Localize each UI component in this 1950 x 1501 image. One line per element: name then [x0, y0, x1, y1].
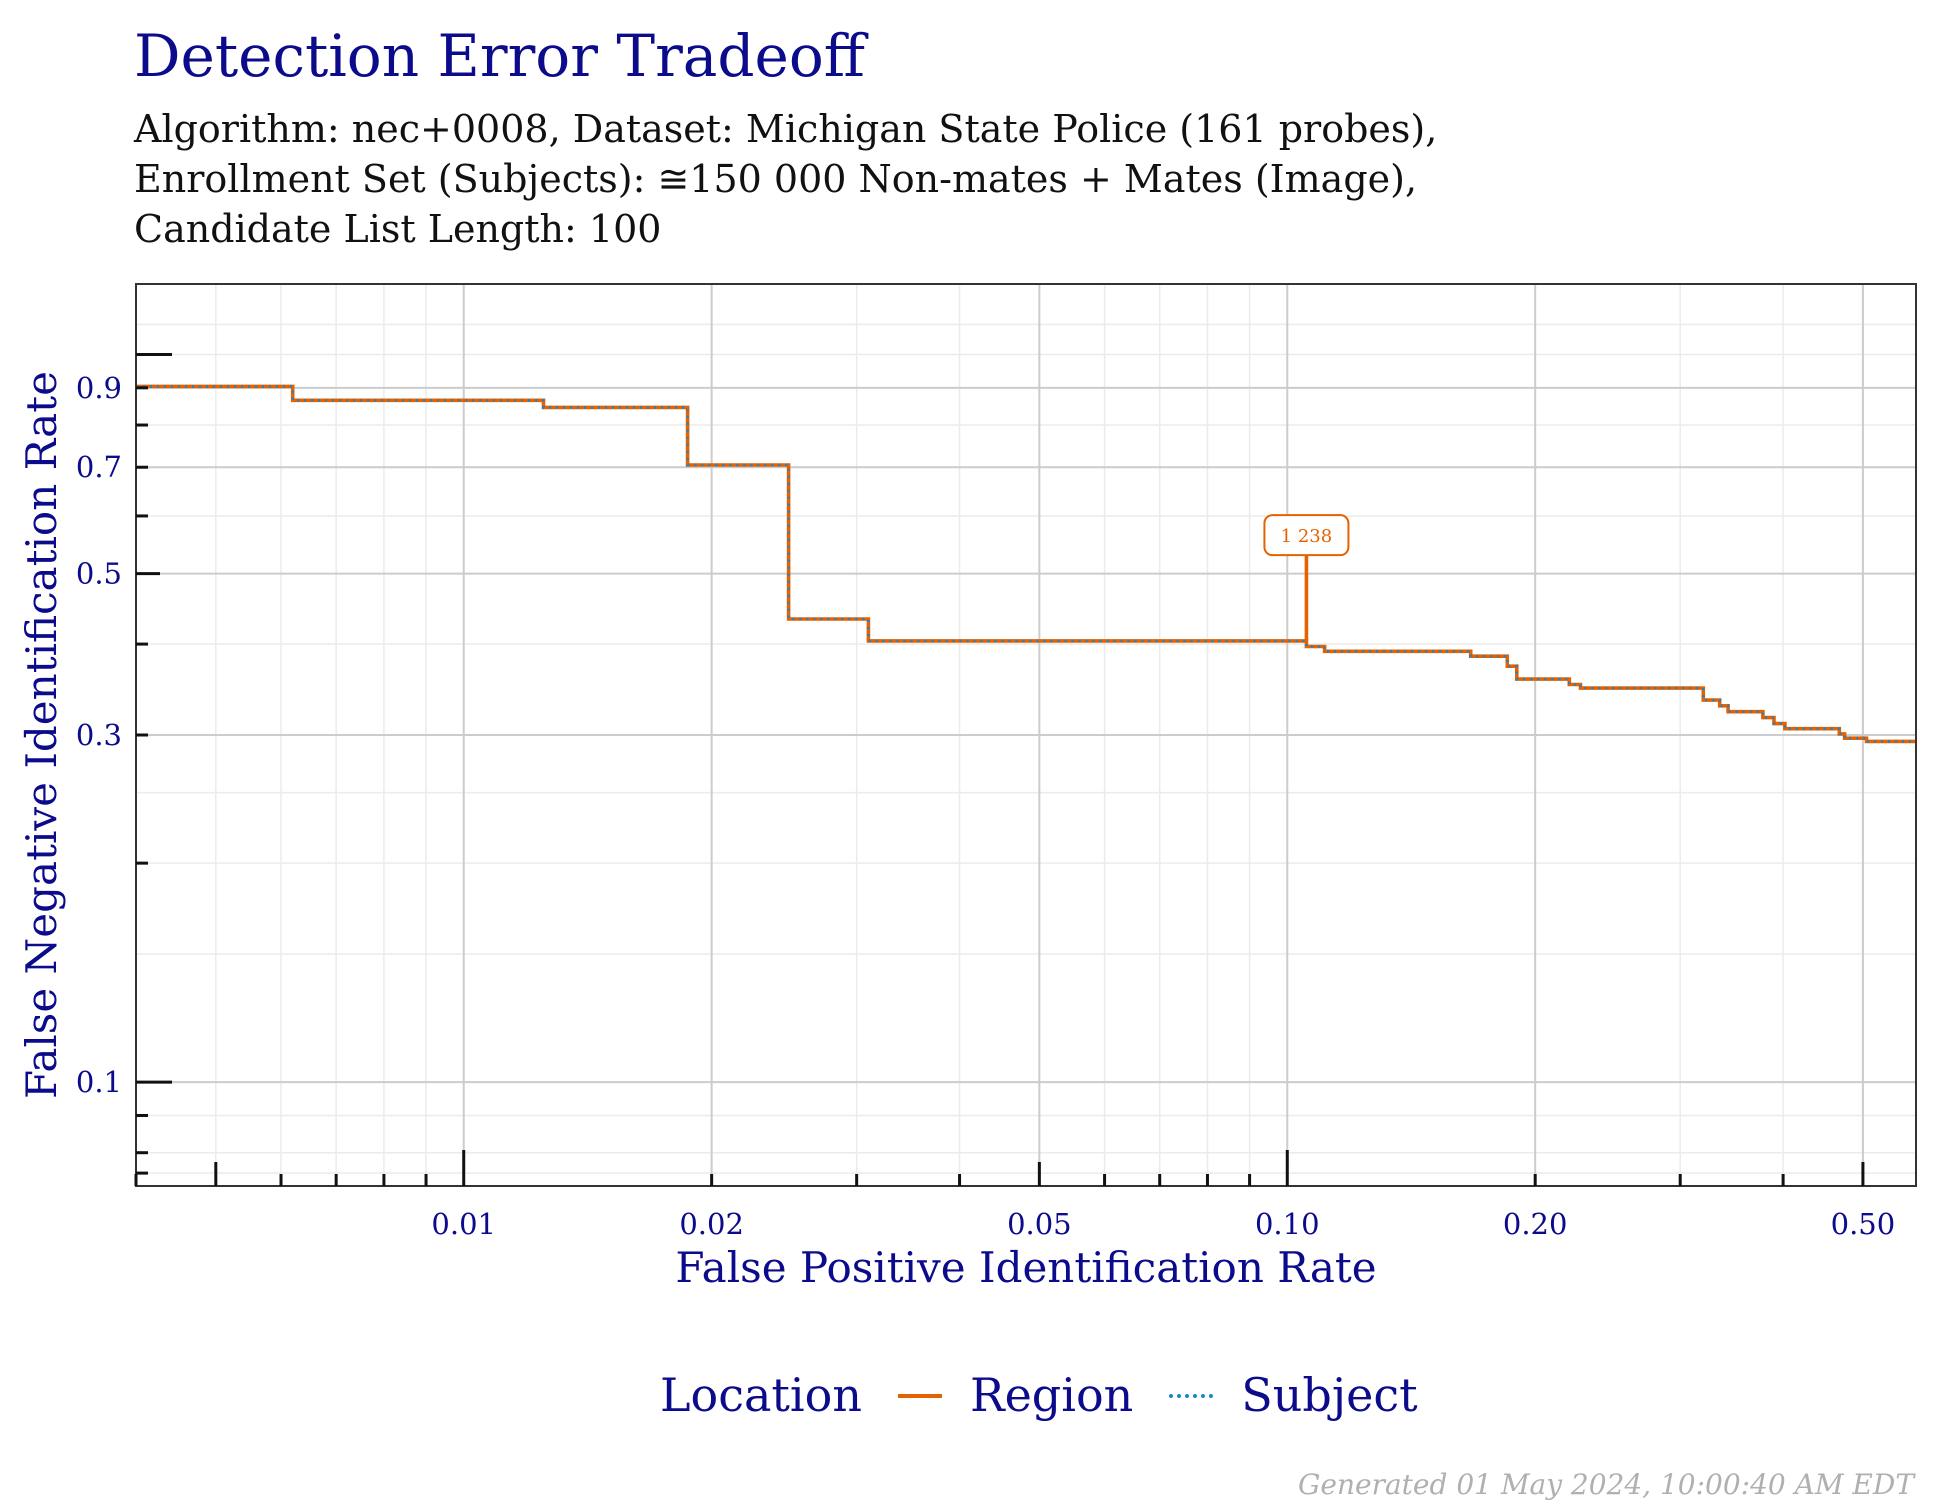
y-axis-label: False Negative Identification Rate	[17, 371, 66, 1099]
subtitle-line-3: Candidate List Length: 100	[134, 207, 662, 251]
y-tick-label: 0.7	[76, 450, 122, 484]
annotation-label: 1 238	[1281, 526, 1333, 547]
grid-layer	[135, 284, 1916, 1186]
legend: Location Region Subject	[660, 1368, 1448, 1422]
x-tick-label: 0.01	[431, 1207, 496, 1241]
x-tick-label: 0.02	[679, 1207, 744, 1241]
annotation-layer: 1 238	[1263, 514, 1350, 641]
legend-subject-label: Subject	[1241, 1368, 1418, 1422]
series-line-subject	[136, 385, 1916, 743]
x-tick-label: 0.20	[1503, 1207, 1568, 1241]
series-layer	[136, 384, 1916, 744]
subtitle-line-2: Enrollment Set (Subjects): ≅150 000 Non-…	[134, 157, 1418, 201]
legend-subject-swatch	[1163, 1385, 1219, 1405]
chart-subtitle: Algorithm: nec+0008, Dataset: Michigan S…	[134, 104, 1437, 254]
subtitle-line-1: Algorithm: nec+0008, Dataset: Michigan S…	[134, 107, 1438, 151]
chart-title: Detection Error Tradeoff	[134, 22, 865, 90]
legend-region-label: Region	[969, 1368, 1134, 1422]
x-tick-label: 0.10	[1255, 1207, 1320, 1241]
x-tick-label: 0.05	[1007, 1207, 1072, 1241]
tick-layer: 0.01 0.02 0.05 0.10 0.20 0.50 0.1 0.3 0.5 0.7 0.9	[76, 353, 1896, 1241]
y-tick-label: 0.3	[76, 718, 122, 752]
generated-timestamp: Generated 01 May 2024, 10:00:40 AM EDT	[1298, 1468, 1914, 1501]
annotation-box	[1263, 514, 1350, 557]
y-tick-label: 0.5	[76, 557, 122, 591]
x-axis-label: False Positive Identification Rate	[675, 1243, 1376, 1292]
y-tick-label: 0.1	[76, 1065, 122, 1099]
y-tick-label: 0.9	[76, 371, 122, 405]
legend-region-swatch	[892, 1385, 948, 1405]
x-tick-label: 0.50	[1831, 1207, 1896, 1241]
legend-title: Location	[660, 1368, 862, 1422]
